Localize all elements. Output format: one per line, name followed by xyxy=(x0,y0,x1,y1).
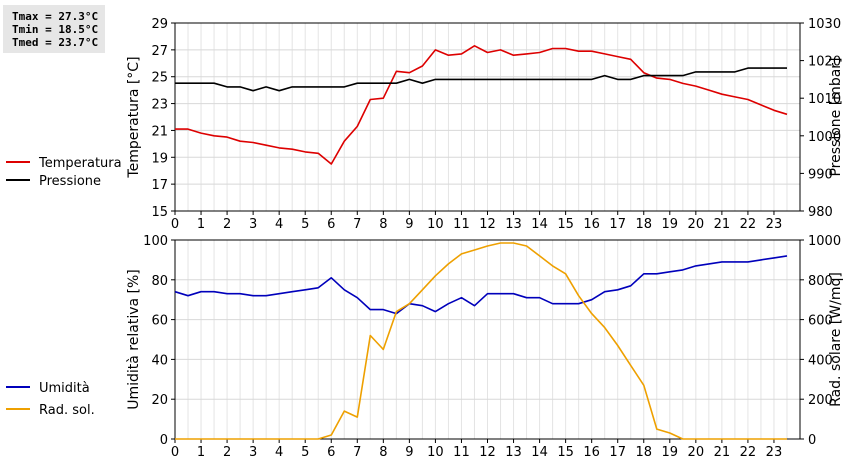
y-tick-label: 17 xyxy=(151,178,168,193)
x-tick-label: 4 xyxy=(275,217,283,232)
series-line-rad-sol xyxy=(175,242,787,440)
x-tick-label: 14 xyxy=(531,217,548,232)
x-tick-label: 0 xyxy=(171,445,179,460)
y2-tick-label: 800 xyxy=(808,274,833,289)
y2-tick-label: 1020 xyxy=(808,55,841,70)
x-tick-label: 22 xyxy=(740,445,757,460)
y2-tick-label: 1010 xyxy=(808,92,841,107)
x-tick-label: 5 xyxy=(301,445,309,460)
x-tick-label: 20 xyxy=(688,445,705,460)
x-tick-label: 18 xyxy=(635,445,652,460)
y2-tick-label: 1000 xyxy=(808,234,841,249)
y-tick-label: 23 xyxy=(151,98,168,113)
x-tick-label: 20 xyxy=(688,217,705,232)
y-tick-label: 15 xyxy=(151,205,168,220)
y-tick-label: 21 xyxy=(151,124,168,139)
legend-label: Umidità xyxy=(39,381,90,396)
y2-tick-label: 400 xyxy=(808,353,833,368)
tmin-text: Tmin = 18.5°C xyxy=(12,23,99,36)
series-line-temperatura xyxy=(175,44,788,165)
x-tick-label: 8 xyxy=(379,445,387,460)
y-axis-label: Umidità relativa [%] xyxy=(126,269,142,410)
y2-tick-label: 990 xyxy=(808,167,833,182)
x-tick-label: 23 xyxy=(766,217,783,232)
x-tick-label: 21 xyxy=(714,217,731,232)
y-tick-label: 80 xyxy=(151,274,168,289)
x-tick-label: 0 xyxy=(171,217,179,232)
x-tick-label: 11 xyxy=(453,217,470,232)
x-tick-label: 14 xyxy=(531,445,548,460)
y-tick-label: 27 xyxy=(151,44,168,59)
x-tick-label: 1 xyxy=(197,217,205,232)
x-tick-label: 15 xyxy=(557,445,574,460)
y2-tick-label: 980 xyxy=(808,205,833,220)
x-tick-label: 17 xyxy=(609,217,626,232)
x-tick-label: 15 xyxy=(557,217,574,232)
tmed-text: Tmed = 23.7°C xyxy=(12,36,99,49)
x-tick-label: 3 xyxy=(249,445,257,460)
x-tick-label: 12 xyxy=(479,445,496,460)
y-tick-label: 60 xyxy=(151,314,168,329)
y2-tick-label: 200 xyxy=(808,393,833,408)
y2-tick-label: 0 xyxy=(808,433,816,448)
y-tick-label: 40 xyxy=(151,353,168,368)
y-tick-label: 19 xyxy=(151,151,168,166)
x-tick-label: 4 xyxy=(275,445,283,460)
x-tick-label: 22 xyxy=(740,217,757,232)
legend-label: Pressione xyxy=(39,174,101,189)
x-tick-label: 19 xyxy=(662,445,679,460)
y-axis-label: Temperatura [°C] xyxy=(126,56,142,178)
x-tick-label: 13 xyxy=(505,217,522,232)
series-line-umidit xyxy=(174,255,788,315)
y2-axis-label: Rad. solare [W/mq] xyxy=(828,272,844,407)
x-tick-label: 5 xyxy=(301,217,309,232)
x-tick-label: 12 xyxy=(479,217,496,232)
x-tick-label: 8 xyxy=(379,217,387,232)
plot-frame xyxy=(174,22,801,212)
tmax-text: Tmax = 27.3°C xyxy=(12,10,99,23)
y-tick-label: 100 xyxy=(143,234,168,249)
x-tick-label: 17 xyxy=(609,445,626,460)
x-tick-label: 3 xyxy=(249,217,257,232)
legend-label: Temperatura xyxy=(38,156,122,171)
x-tick-label: 16 xyxy=(583,445,600,460)
x-tick-label: 10 xyxy=(427,217,444,232)
x-tick-label: 13 xyxy=(505,445,522,460)
x-tick-label: 7 xyxy=(353,445,361,460)
y-tick-label: 20 xyxy=(151,393,168,408)
y2-axis-label: Pressione [mbar] xyxy=(828,57,844,176)
x-tick-label: 18 xyxy=(635,217,652,232)
legend-label: Rad. sol. xyxy=(39,403,95,418)
x-tick-label: 7 xyxy=(353,217,361,232)
x-tick-label: 1 xyxy=(197,445,205,460)
x-tick-label: 16 xyxy=(583,217,600,232)
y2-tick-label: 600 xyxy=(808,314,833,329)
y-tick-label: 25 xyxy=(151,71,168,86)
plot-frame xyxy=(174,239,801,440)
y2-tick-label: 1030 xyxy=(808,17,841,32)
series-line-pressione xyxy=(175,67,787,92)
x-tick-label: 11 xyxy=(453,445,470,460)
y-tick-label: 29 xyxy=(151,17,168,32)
x-tick-label: 23 xyxy=(766,445,783,460)
x-tick-label: 6 xyxy=(327,445,335,460)
x-tick-label: 2 xyxy=(223,445,231,460)
x-tick-label: 9 xyxy=(405,445,413,460)
x-tick-label: 9 xyxy=(405,217,413,232)
x-tick-label: 21 xyxy=(714,445,731,460)
x-tick-label: 19 xyxy=(662,217,679,232)
x-tick-label: 2 xyxy=(223,217,231,232)
y2-tick-label: 1000 xyxy=(808,130,841,145)
stats-box: Tmax = 27.3°C Tmin = 18.5°C Tmed = 23.7°… xyxy=(3,5,105,53)
x-tick-label: 6 xyxy=(327,217,335,232)
y-tick-label: 0 xyxy=(160,433,168,448)
x-tick-label: 10 xyxy=(427,445,444,460)
